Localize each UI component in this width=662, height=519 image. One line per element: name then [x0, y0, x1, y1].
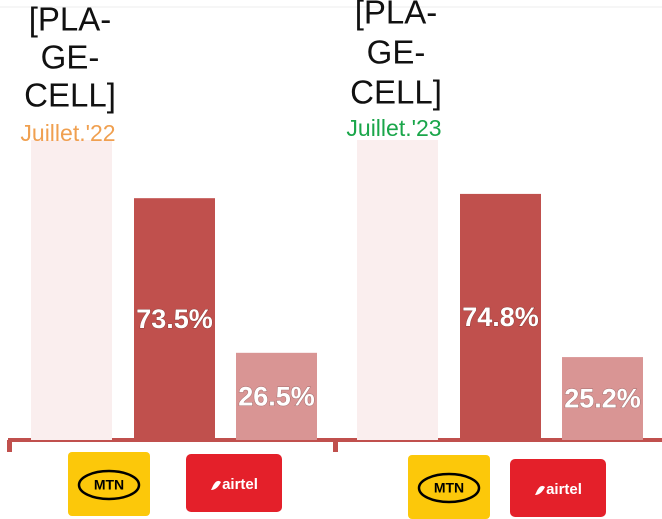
category-label: airtel: [546, 481, 582, 498]
bar: [460, 193, 541, 440]
value-label: 73.5%: [136, 304, 213, 334]
label-bar: [357, 140, 438, 440]
label-bar: [31, 140, 112, 440]
mtn-logo-ring: [77, 469, 141, 501]
panel-title: CELL]: [24, 77, 116, 114]
value-label: 74.8%: [462, 302, 539, 332]
airtel-swirl: [535, 485, 545, 495]
panel-title: CELL]: [350, 74, 442, 111]
panel-title: GE-: [367, 34, 426, 71]
airtel-logo-bg: [510, 459, 606, 517]
bar: [562, 357, 643, 440]
category-label: airtel: [222, 476, 258, 493]
mtn-logo-ring: [417, 472, 481, 504]
mtn-logo: MTN: [408, 455, 490, 519]
bar: [236, 352, 317, 440]
panel-subtitle: Juillet.'23: [346, 115, 441, 141]
airtel-swirl: [211, 480, 221, 490]
airtel-logo: airtel: [186, 454, 282, 512]
bar: [134, 198, 215, 440]
mtn-logo: MTN: [68, 452, 150, 516]
category-label: MTN: [434, 480, 464, 496]
airtel-logo: airtel: [510, 459, 606, 517]
baseline-tick: [7, 440, 12, 452]
baseline-tick: [333, 440, 338, 452]
value-label: 26.5%: [238, 382, 315, 412]
panel-title: [PLA-: [29, 1, 112, 38]
mtn-logo-bg: [68, 452, 150, 516]
mtn-logo-bg: [408, 455, 490, 519]
value-label: 25.2%: [564, 384, 641, 414]
panel-title: GE-: [41, 39, 100, 76]
panel-title: [PLA-: [355, 0, 438, 31]
category-label: MTN: [94, 477, 124, 493]
airtel-logo-bg: [186, 454, 282, 512]
panel-subtitle: Juillet.'22: [20, 120, 115, 146]
